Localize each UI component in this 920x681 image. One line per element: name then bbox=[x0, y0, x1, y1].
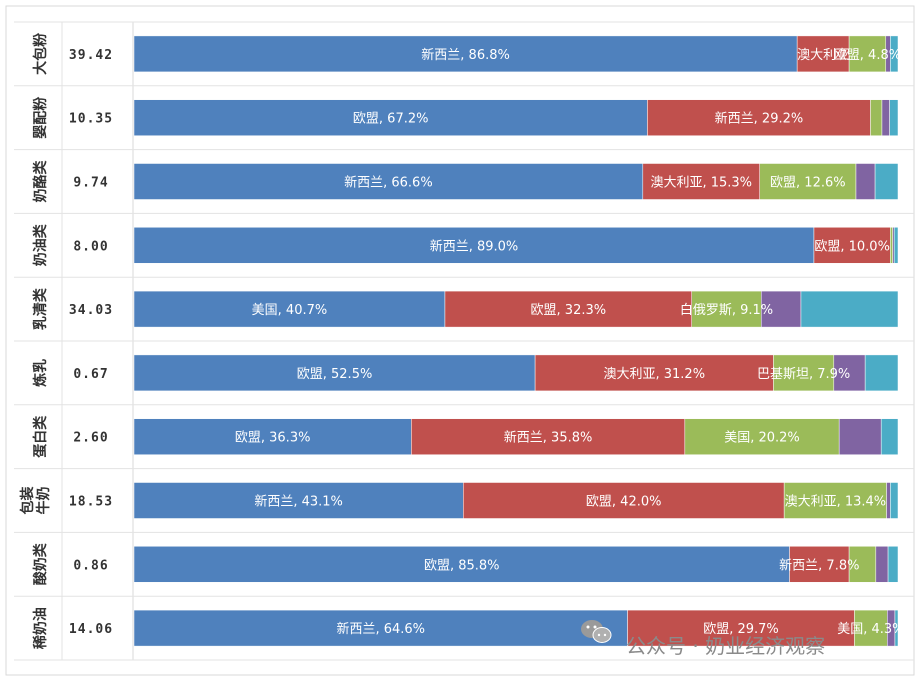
value-label: 2.60 bbox=[73, 431, 108, 446]
segment-label: 新西兰, 7.8% bbox=[779, 557, 859, 573]
bar-segment bbox=[875, 546, 889, 583]
value-label: 39.42 bbox=[69, 48, 113, 63]
bar-segment bbox=[881, 99, 890, 136]
value-label: 34.03 bbox=[69, 303, 113, 318]
value-label: 14.06 bbox=[69, 622, 113, 637]
segment-label: 新西兰, 64.6% bbox=[336, 621, 425, 637]
segment-label: 欧盟, 36.3% bbox=[235, 431, 311, 446]
segment-label: 澳大利亚, 31.2% bbox=[603, 366, 705, 382]
segment-label: 澳大利亚, 13.4% bbox=[785, 494, 887, 510]
category-label: 大包粉 bbox=[32, 33, 49, 75]
bar-segment bbox=[800, 290, 899, 328]
segment-label: 新西兰, 43.1% bbox=[254, 494, 343, 510]
bar-segment bbox=[133, 163, 644, 200]
bar-segment bbox=[864, 354, 899, 392]
bar-segment bbox=[789, 546, 850, 583]
bar-segment bbox=[760, 290, 802, 328]
category-label: 炼乳 bbox=[32, 359, 49, 387]
value-label: 9.74 bbox=[73, 176, 108, 191]
bar-segment bbox=[759, 163, 857, 200]
segment-label: 欧盟, 12.6% bbox=[770, 176, 846, 191]
bar-segment bbox=[894, 609, 899, 647]
bars bbox=[133, 35, 899, 647]
bar-segment bbox=[133, 354, 536, 392]
watermark: 公众号 · 奶业经济观察 bbox=[581, 620, 825, 658]
bar-segment bbox=[133, 609, 628, 647]
segment-label: 欧盟, 52.5% bbox=[297, 367, 373, 382]
category-label: 稀奶油 bbox=[32, 607, 49, 649]
segment-label: 欧盟, 85.8% bbox=[424, 558, 500, 573]
segment-label: 新西兰, 29.2% bbox=[715, 111, 804, 127]
bar-segment bbox=[889, 99, 899, 136]
segment-label: 澳大利亚, 15.3% bbox=[650, 175, 752, 191]
segment-label: 欧盟, 42.0% bbox=[586, 495, 662, 510]
segment-label: 欧盟, 10.0% bbox=[814, 239, 890, 254]
row-grid bbox=[14, 21, 914, 661]
category-label: 婴配粉 bbox=[32, 97, 49, 139]
bar-segment bbox=[411, 418, 686, 455]
bar-segment bbox=[133, 418, 412, 455]
bar-segment bbox=[133, 227, 815, 264]
value-label: 0.67 bbox=[73, 367, 108, 382]
category-label: 蛋白类 bbox=[32, 415, 49, 458]
bar-segment bbox=[642, 163, 760, 200]
segment-label: 美国, 4.3% bbox=[837, 622, 904, 637]
segment-label: 美国, 20.2% bbox=[724, 431, 800, 446]
bar-segment bbox=[691, 290, 762, 328]
bar-segment bbox=[848, 35, 887, 73]
bar-segment bbox=[813, 227, 891, 264]
bar-segment bbox=[133, 99, 648, 136]
bar-segment bbox=[647, 99, 871, 136]
bar-segment bbox=[874, 163, 899, 200]
segment-label: 新西兰, 66.6% bbox=[344, 175, 433, 191]
bar-segment bbox=[893, 227, 899, 264]
segment-label: 欧盟, 4.8% bbox=[834, 48, 901, 63]
bar-segment bbox=[880, 418, 899, 455]
segment-label: 澳大利亚 bbox=[797, 47, 849, 63]
bar-segment bbox=[133, 546, 790, 583]
value-label: 10.35 bbox=[69, 112, 113, 127]
bar-segment bbox=[833, 354, 866, 392]
segment-label: 新西兰, 89.0% bbox=[430, 238, 519, 254]
bar-segment bbox=[838, 418, 882, 455]
bar-segment bbox=[855, 163, 876, 200]
value-label: 18.53 bbox=[69, 495, 113, 510]
segment-label: 新西兰, 86.8% bbox=[421, 47, 510, 63]
category-label: 奶油类 bbox=[32, 223, 49, 266]
bar-segment bbox=[773, 354, 835, 392]
bar-segment bbox=[886, 482, 891, 519]
bar-segment bbox=[890, 227, 893, 264]
bar-segment bbox=[890, 482, 899, 519]
bar-segment bbox=[870, 99, 883, 136]
category-label: 乳清类 bbox=[32, 287, 49, 330]
segment-label: 美国, 40.7% bbox=[252, 303, 328, 318]
segment-label: 白俄罗斯, 9.1% bbox=[680, 302, 773, 318]
bar-segment bbox=[684, 418, 840, 455]
bar-segment bbox=[133, 35, 798, 73]
category-label: 酸奶类 bbox=[32, 542, 49, 585]
value-label: 0.86 bbox=[73, 558, 108, 573]
category-label: 奶酪类 bbox=[32, 160, 49, 203]
segment-label: 欧盟, 67.2% bbox=[353, 112, 429, 127]
category-label: 包装牛奶 bbox=[19, 486, 52, 515]
bar-segment bbox=[796, 35, 850, 73]
bar-segment bbox=[887, 546, 899, 583]
segment-label: 新西兰, 35.8% bbox=[504, 430, 593, 446]
segment-label: 巴基斯坦, 7.9% bbox=[757, 367, 850, 382]
bar-segment bbox=[890, 35, 899, 73]
watermark-text: 公众号 · 奶业经济观察 bbox=[626, 634, 825, 658]
segment-label: 欧盟, 32.3% bbox=[531, 303, 607, 318]
wechat-icon bbox=[581, 620, 612, 643]
bar-segment bbox=[444, 290, 692, 328]
bar-segment bbox=[783, 482, 887, 519]
bar-segment bbox=[627, 609, 855, 647]
segment-label: 欧盟, 29.7% bbox=[703, 622, 779, 637]
bar-segment bbox=[848, 546, 877, 583]
bar-segment bbox=[463, 482, 785, 519]
value-label: 8.00 bbox=[73, 239, 108, 254]
